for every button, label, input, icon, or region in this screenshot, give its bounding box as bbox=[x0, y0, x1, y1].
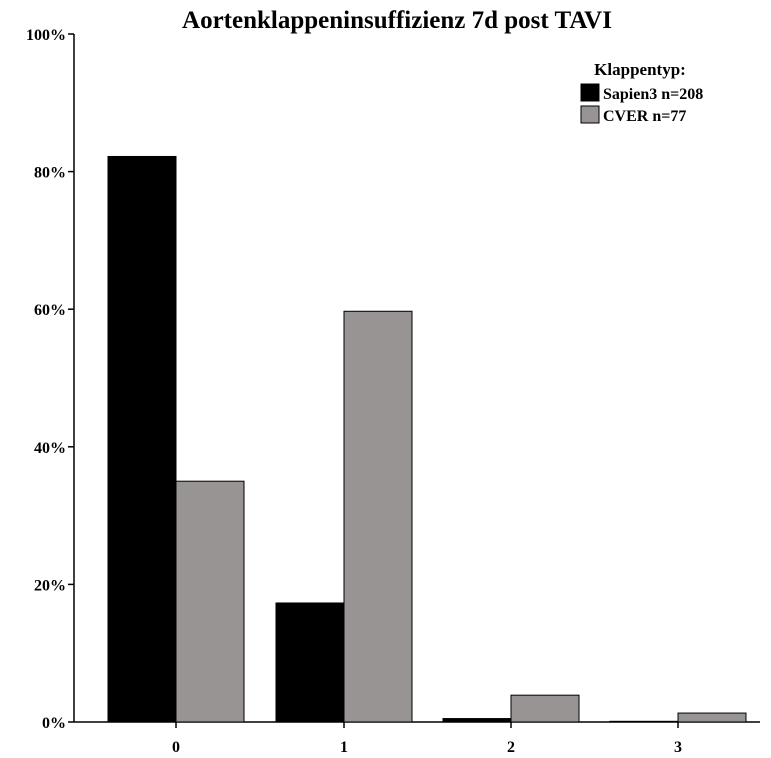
bars bbox=[107, 155, 747, 723]
bar-sapien3-cat-1 bbox=[275, 602, 345, 723]
bar-cver-cat-0 bbox=[175, 480, 245, 723]
x-tick-label: 3 bbox=[674, 739, 682, 756]
chart-title: Aortenklappeninsuffizienz 7d post TAVI bbox=[182, 7, 612, 34]
y-tick-label: 20% bbox=[34, 577, 66, 594]
y-tick-label: 60% bbox=[34, 302, 66, 319]
bar-sapien3-cat-2 bbox=[442, 718, 512, 723]
y-tick-label: 0% bbox=[42, 715, 66, 732]
y-tick-label: 40% bbox=[34, 440, 66, 457]
bar-cver-cat-3 bbox=[677, 712, 747, 723]
legend-swatch-cver bbox=[580, 105, 600, 124]
legend-title: Klappentyp: bbox=[594, 60, 686, 79]
x-tick-label: 2 bbox=[507, 739, 515, 756]
y-tick-label: 100% bbox=[26, 27, 66, 44]
y-tick-label: 80% bbox=[34, 165, 66, 182]
bar-cver-cat-2 bbox=[510, 694, 580, 723]
legend: Klappentyp: Sapien3 n=208 CVER n=77 bbox=[580, 60, 703, 125]
x-tick-label: 1 bbox=[340, 739, 348, 756]
bar-sapien3-cat-3 bbox=[609, 720, 679, 723]
legend-label-sapien3: Sapien3 n=208 bbox=[603, 86, 703, 103]
x-tick-labels: 0 1 2 3 bbox=[172, 722, 682, 756]
bar-sapien3-cat-0 bbox=[107, 155, 177, 723]
legend-swatch-sapien3 bbox=[580, 83, 600, 102]
legend-label-cver: CVER n=77 bbox=[603, 108, 686, 125]
x-tick-label: 0 bbox=[172, 739, 180, 756]
bar-cver-cat-1 bbox=[343, 310, 413, 723]
y-tick-labels: 0% 20% 40% 60% 80% 100% bbox=[26, 27, 74, 732]
